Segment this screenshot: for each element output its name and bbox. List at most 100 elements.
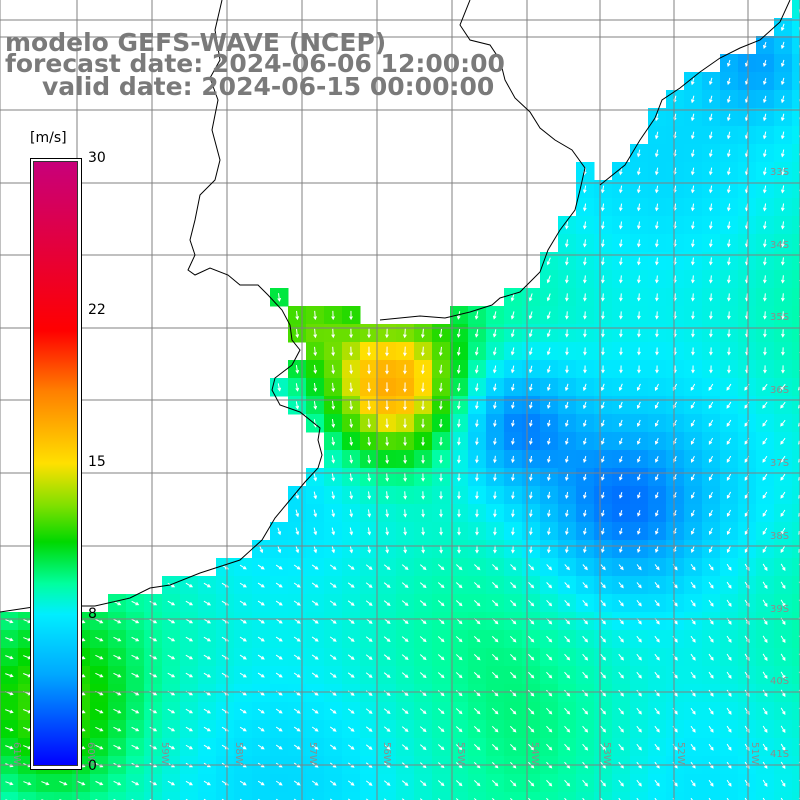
wind-arrow — [473, 726, 481, 733]
wind-arrow — [239, 564, 247, 570]
wind-arrow — [528, 293, 533, 302]
wind-arrow — [762, 653, 768, 661]
wind-arrow — [780, 275, 785, 284]
wind-arrow — [295, 383, 300, 392]
wind-arrow — [295, 545, 300, 554]
wind-arrow — [313, 473, 318, 482]
wind-arrow — [798, 422, 800, 427]
wind-arrow — [293, 672, 301, 678]
wind-arrow — [347, 744, 355, 750]
wind-arrow — [185, 672, 194, 678]
wind-arrow — [113, 672, 122, 678]
wind-arrow — [149, 600, 158, 606]
wind-arrow — [762, 167, 767, 176]
wind-arrow — [311, 672, 319, 678]
wind-arrow — [277, 545, 282, 554]
wind-arrow — [331, 328, 335, 339]
wind-arrow — [655, 527, 659, 535]
wind-arrow — [510, 779, 517, 787]
wind-arrow — [401, 708, 409, 715]
wind-arrow — [203, 708, 211, 714]
wind-arrow — [95, 708, 104, 714]
wind-arrow — [781, 347, 785, 356]
wind-arrow — [420, 364, 425, 375]
wind-arrow — [419, 744, 427, 751]
wind-arrow — [113, 744, 122, 750]
wind-arrow — [637, 347, 641, 356]
wind-speed-cell — [684, 792, 703, 800]
wind-arrow — [546, 725, 553, 733]
wind-arrow — [455, 636, 463, 643]
wind-arrow — [726, 473, 732, 481]
wind-arrow — [655, 492, 659, 499]
wind-arrow — [600, 671, 607, 679]
wind-arrow — [780, 185, 785, 194]
wind-arrow — [528, 383, 533, 392]
wind-speed-cell — [576, 792, 595, 800]
wind-speed-cell — [792, 774, 800, 793]
wind-arrow — [600, 257, 605, 266]
wind-arrow — [780, 491, 786, 499]
wind-arrow — [437, 672, 445, 679]
wind-arrow — [690, 95, 695, 104]
wind-arrow — [601, 527, 605, 535]
wind-speed-cell — [792, 432, 800, 451]
wind-arrow — [546, 401, 551, 410]
wind-arrow — [349, 545, 354, 554]
wind-arrow — [528, 671, 535, 679]
wind-arrow — [473, 708, 481, 715]
wind-arrow — [203, 600, 212, 606]
wind-arrow — [546, 383, 551, 392]
wind-arrow — [708, 401, 714, 409]
wind-arrow — [293, 618, 301, 624]
wind-arrow — [637, 365, 641, 374]
wind-arrow — [708, 527, 713, 535]
wind-arrow — [491, 653, 499, 661]
wind-arrow — [600, 707, 607, 715]
wind-arrow — [637, 492, 641, 499]
wind-arrow — [763, 275, 767, 284]
wind-arrow — [565, 293, 569, 302]
wind-arrow — [95, 726, 104, 732]
wind-arrow — [547, 455, 551, 464]
wind-arrow — [331, 473, 336, 482]
wind-arrow — [293, 726, 301, 732]
wind-arrow — [167, 672, 176, 678]
wind-arrow — [313, 545, 318, 554]
wind-arrow — [95, 672, 104, 678]
wind-arrow — [582, 653, 589, 661]
wind-speed-cell — [612, 792, 631, 800]
latitude-label: 33S — [770, 167, 789, 178]
wind-arrow — [131, 726, 140, 732]
wind-speed-cell — [288, 792, 307, 800]
wind-arrow — [439, 419, 443, 428]
wind-arrow — [510, 329, 515, 338]
wind-arrow — [582, 564, 588, 571]
wind-arrow — [293, 708, 301, 714]
wind-arrow — [403, 346, 407, 357]
wind-arrow — [385, 364, 389, 375]
wind-arrow — [473, 690, 481, 697]
wind-arrow — [419, 708, 427, 715]
wind-arrow — [727, 293, 731, 302]
colorbar-tick: 22 — [88, 302, 106, 318]
wind-arrow — [690, 401, 696, 409]
wind-arrow — [275, 744, 283, 750]
wind-arrow — [349, 310, 353, 321]
wind-arrow — [780, 743, 786, 751]
wind-arrow — [510, 365, 515, 374]
wind-arrow — [331, 527, 336, 536]
wind-arrow — [709, 365, 713, 374]
wind-arrow — [529, 491, 533, 500]
wind-arrow — [564, 779, 571, 787]
wind-arrow — [383, 636, 391, 642]
wind-arrow — [546, 779, 553, 787]
wind-speed-cell — [756, 792, 775, 800]
wind-arrow — [311, 618, 319, 624]
wind-arrow — [259, 545, 264, 554]
wind-speed-cell — [18, 792, 37, 800]
wind-arrow — [600, 185, 605, 194]
wind-speed-cell — [360, 792, 379, 800]
wind-arrow — [439, 400, 443, 411]
wind-arrow — [780, 473, 786, 481]
